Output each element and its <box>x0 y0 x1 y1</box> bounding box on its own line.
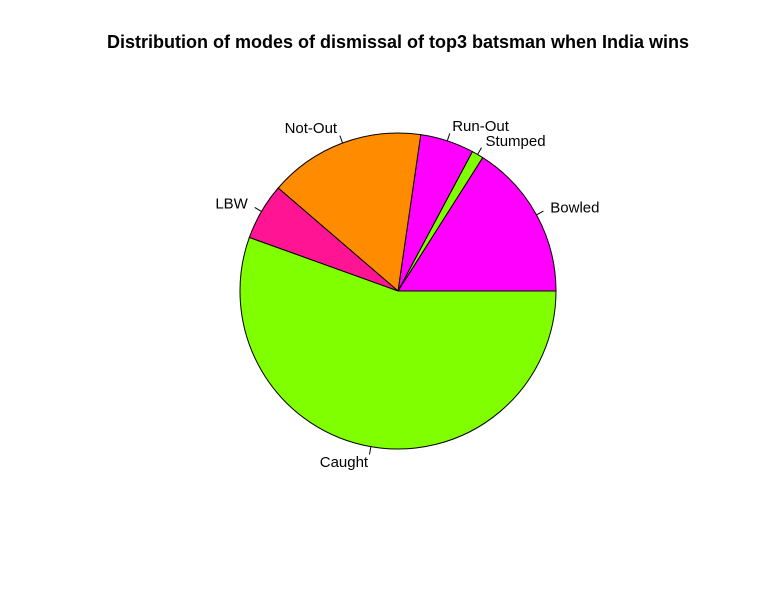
pie-slice-caught <box>239 236 557 450</box>
leader-line-bowled <box>536 210 544 216</box>
leader-line-caught <box>368 446 372 455</box>
chart-title: Distribution of modes of dismissal of to… <box>107 32 689 52</box>
slice-label-stumped: Stumped <box>486 133 546 150</box>
slice-label-not-out: Not-Out <box>285 120 338 137</box>
slice-label-bowled: Bowled <box>550 199 599 216</box>
pie-slice-bowled <box>397 156 557 292</box>
leader-line-lbw <box>254 207 262 212</box>
slice-label-lbw: LBW <box>215 195 248 212</box>
leader-line-run-out <box>446 133 451 142</box>
pie-slices <box>239 132 557 450</box>
leader-line-stumped <box>477 147 482 155</box>
slice-label-caught: Caught <box>320 454 369 471</box>
slice-label-run-out: Run-Out <box>452 118 510 135</box>
leader-line-not-out <box>339 135 344 144</box>
